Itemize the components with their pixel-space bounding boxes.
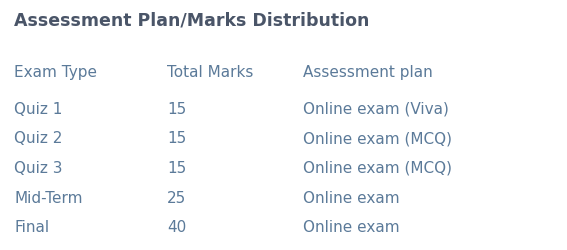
Text: Online exam (MCQ): Online exam (MCQ) — [303, 131, 452, 146]
Text: Exam Type: Exam Type — [14, 65, 97, 80]
Text: 15: 15 — [167, 101, 187, 116]
Text: Final: Final — [14, 219, 49, 234]
Text: Assessment Plan/Marks Distribution: Assessment Plan/Marks Distribution — [14, 11, 370, 29]
Text: Assessment plan: Assessment plan — [303, 65, 433, 80]
Text: 40: 40 — [167, 219, 187, 234]
Text: Online exam: Online exam — [303, 219, 400, 234]
Text: Quiz 3: Quiz 3 — [14, 160, 63, 175]
Text: Mid-Term: Mid-Term — [14, 190, 83, 205]
Text: Quiz 2: Quiz 2 — [14, 131, 62, 146]
Text: Online exam (Viva): Online exam (Viva) — [303, 101, 449, 116]
Text: 15: 15 — [167, 160, 187, 175]
Text: 15: 15 — [167, 131, 187, 146]
Text: Quiz 1: Quiz 1 — [14, 101, 62, 116]
Text: Online exam: Online exam — [303, 190, 400, 205]
Text: Total Marks: Total Marks — [167, 65, 253, 80]
Text: 25: 25 — [167, 190, 187, 205]
Text: Online exam (MCQ): Online exam (MCQ) — [303, 160, 452, 175]
